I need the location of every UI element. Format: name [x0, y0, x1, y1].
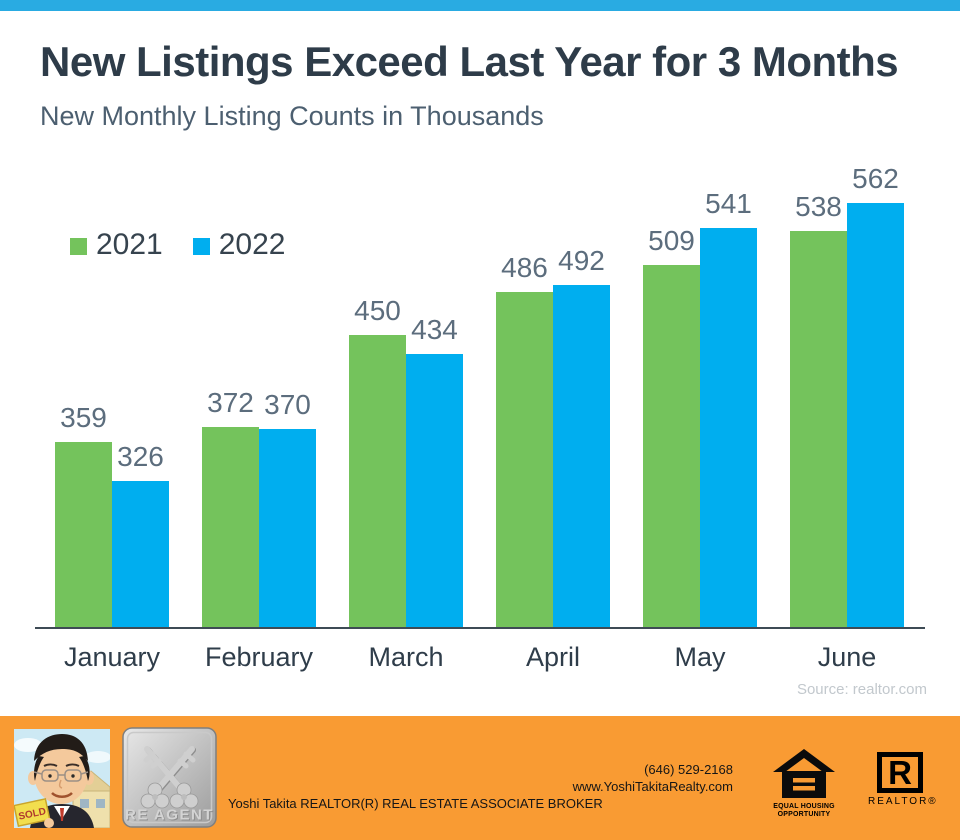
legend-item-2021: 2021	[70, 228, 163, 262]
legend-swatch-2021	[70, 238, 87, 255]
value-label-2021-january: 359	[60, 402, 107, 433]
bar-2022-april	[553, 285, 610, 628]
month-label-june: June	[817, 642, 877, 672]
value-label-2021-march: 450	[354, 295, 401, 326]
legend-label-2021: 2021	[96, 228, 163, 261]
re-agent-badge: RE AGENT RE AGENT	[122, 727, 217, 828]
month-label-march: March	[368, 642, 444, 672]
crossed-keys-icon	[143, 746, 196, 792]
sold-sign: SOLD	[14, 798, 51, 827]
bar-2021-april	[496, 292, 553, 628]
month-label-january: January	[63, 642, 161, 672]
bar-2022-february	[259, 429, 316, 628]
value-label-2021-may: 509	[648, 225, 695, 256]
value-label-2021-february: 372	[207, 387, 254, 418]
month-label-february: February	[204, 642, 314, 672]
legend-item-2022: 2022	[192, 228, 286, 262]
x-axis-line	[35, 627, 925, 629]
bar-2022-june	[847, 203, 904, 628]
bar-2022-january	[112, 481, 169, 628]
contact-info-block: (646) 529-2168 www.YoshiTakitaRealty.com	[482, 761, 733, 795]
month-label-may: May	[674, 642, 726, 672]
svg-text:RE AGENT: RE AGENT	[126, 808, 215, 825]
bar-2022-march	[406, 354, 463, 628]
equal-housing-house-icon	[773, 749, 835, 798]
glasses-icon	[33, 769, 89, 782]
value-label-2022-february: 370	[264, 389, 311, 420]
agent-info-block: Yoshi Takita REALTOR(R) REAL ESTATE ASSO…	[228, 761, 603, 840]
agent-website-link[interactable]: www.YoshiTakitaRealty.com	[572, 779, 733, 794]
bar-2021-may	[643, 265, 700, 628]
bar-2022-may	[700, 228, 757, 628]
eho-label-line1: EQUAL HOUSING	[773, 803, 835, 810]
value-label-2022-may: 541	[705, 188, 752, 219]
bar-2021-march	[349, 335, 406, 628]
top-accent-bar	[0, 0, 960, 11]
value-label-2021-june: 538	[795, 191, 842, 222]
page-subtitle: New Monthly Listing Counts in Thousands	[40, 101, 544, 131]
source-caption: Source: realtor.com	[796, 681, 927, 698]
month-label-april: April	[525, 642, 580, 672]
agent-caricature-avatar: SOLD	[14, 729, 110, 828]
legend-swatch-2022	[192, 238, 210, 255]
bar-2021-january	[55, 442, 112, 628]
equal-housing-logo: EQUAL HOUSING OPPORTUNITY	[772, 749, 836, 818]
bar-2021-february	[202, 427, 259, 628]
agent-name-line: Yoshi Takita REALTOR(R) REAL ESTATE ASSO…	[228, 796, 603, 811]
svg-text:RE AGENT: RE AGENT	[125, 807, 214, 824]
agent-phone: (646) 529-2168	[644, 762, 733, 777]
value-label-2022-january: 326	[117, 441, 164, 472]
chart-legend: 2021 2022	[70, 228, 286, 262]
eho-label-line2: OPPORTUNITY	[777, 810, 831, 818]
value-label-2022-june: 562	[852, 163, 899, 194]
realtor-r-icon: R	[877, 752, 923, 793]
value-label-2022-march: 434	[411, 314, 458, 345]
legend-label-2022: 2022	[218, 228, 286, 261]
page-title: New Listings Exceed Last Year for 3 Mont…	[40, 38, 899, 85]
value-label-2022-april: 492	[558, 245, 605, 276]
realtor-logo: R REALTOR®	[868, 752, 938, 807]
bar-2021-june	[790, 231, 847, 628]
footer-banner: SOLD RE A	[0, 716, 960, 840]
realtor-label: REALTOR®	[868, 796, 938, 807]
value-label-2021-april: 486	[501, 252, 548, 283]
